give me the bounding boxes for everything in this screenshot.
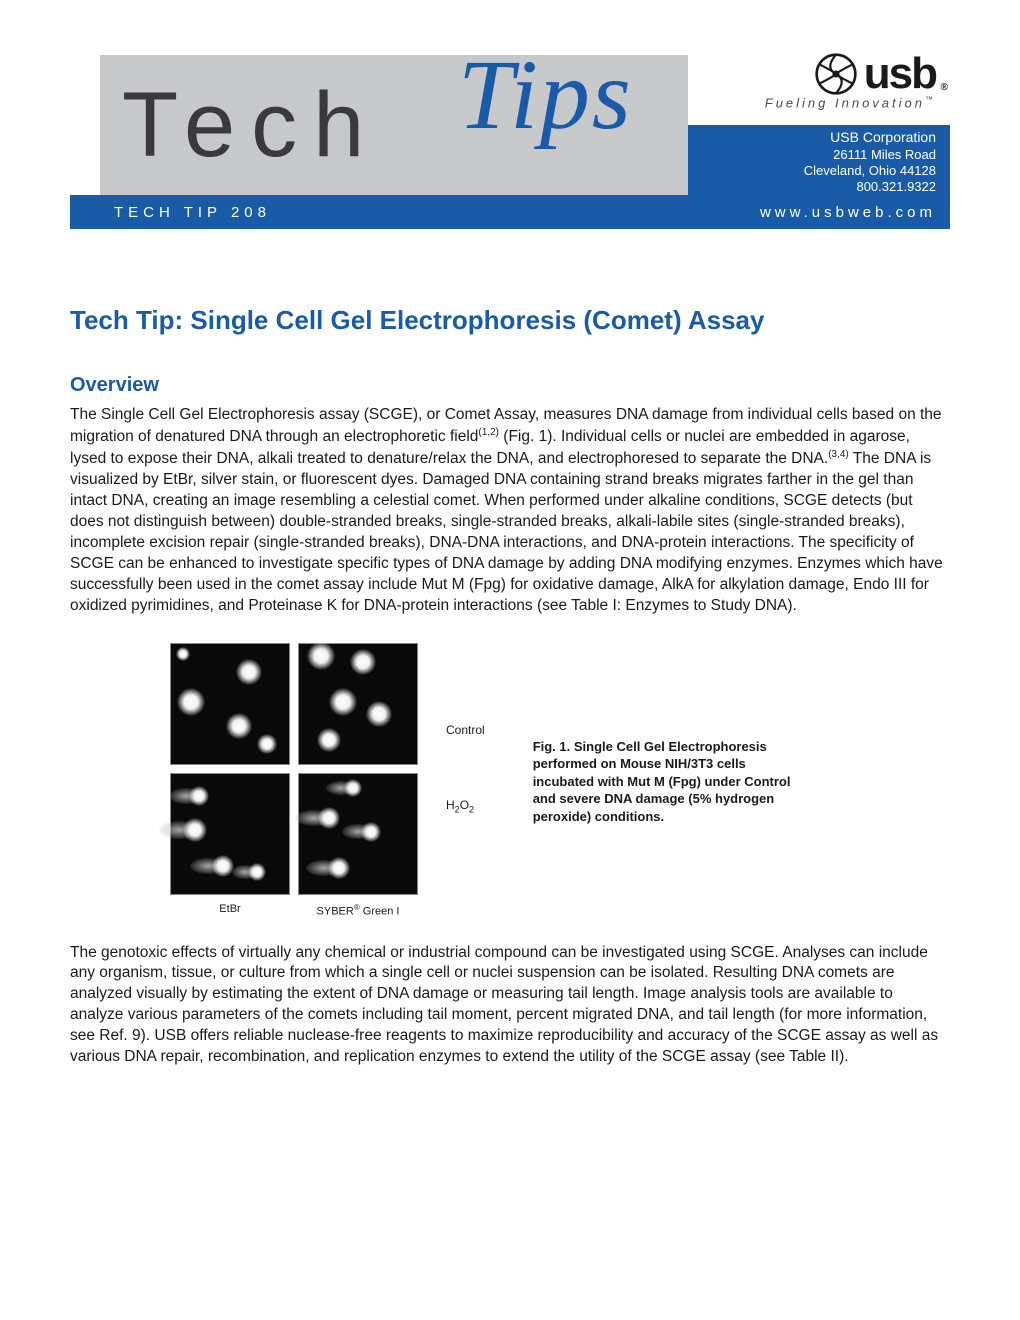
title-tech: Tech	[122, 73, 380, 178]
figure-1: EtBr SYBER® Green I Control H2O2 Fig. 1.…	[170, 643, 950, 921]
figure-image-grid: EtBr SYBER® Green I	[170, 643, 418, 921]
row-label-h2o2: H2O2	[446, 798, 485, 814]
column-label-syber: SYBER® Green I	[298, 903, 418, 921]
address-line-1: 26111 Miles Road	[688, 147, 936, 163]
usb-logo-icon	[814, 52, 858, 96]
header-blue-bar: TECH TIP 208 www.usbweb.com	[70, 195, 950, 229]
panel-control-etbr	[170, 643, 290, 765]
main-title: Tech Tip: Single Cell Gel Electrophoresi…	[70, 305, 950, 336]
column-label-etbr: EtBr	[170, 903, 290, 921]
logo-block: usb® Fueling Innovation™	[765, 49, 936, 110]
panel-control-syber	[298, 643, 418, 765]
overview-heading: Overview	[70, 374, 950, 397]
company-name: USB Corporation	[688, 129, 936, 147]
figure-caption: Fig. 1. Single Cell Gel Electrophoresis …	[533, 738, 793, 826]
panel-h2o2-syber	[298, 773, 418, 895]
row-label-control: Control	[446, 723, 485, 737]
tech-tip-number: TECH TIP 208	[114, 204, 271, 221]
company-address-box: USB Corporation 26111 Miles Road Clevela…	[688, 125, 950, 195]
address-line-2: Cleveland, Ohio 44128	[688, 163, 936, 179]
website-url: www.usbweb.com	[760, 204, 936, 221]
phone-number: 800.321.9322	[688, 179, 936, 195]
document-body: Tech Tip: Single Cell Gel Electrophoresi…	[70, 305, 950, 1068]
logo-text: usb®	[864, 49, 936, 99]
overview-paragraph-1: The Single Cell Gel Electrophoresis assa…	[70, 405, 950, 617]
row-labels: Control H2O2	[446, 643, 485, 895]
panel-h2o2-etbr	[170, 773, 290, 895]
document-header: usb® Fueling Innovation™ Tech Tips USB C…	[70, 45, 950, 240]
title-tips: Tips	[458, 37, 633, 152]
overview-paragraph-2: The genotoxic effects of virtually any c…	[70, 943, 950, 1069]
